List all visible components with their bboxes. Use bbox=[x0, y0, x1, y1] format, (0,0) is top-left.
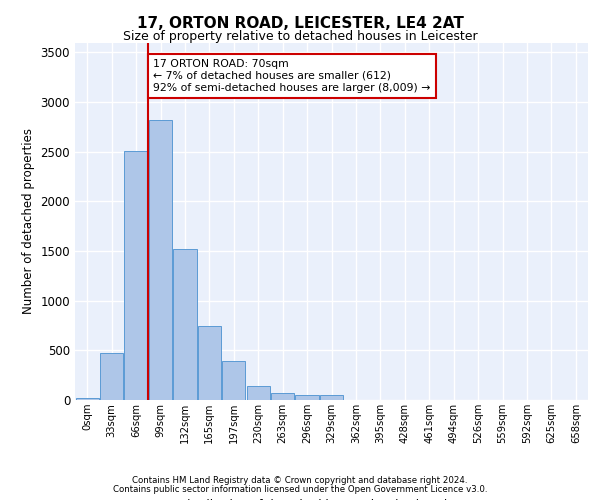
X-axis label: Distribution of detached houses by size in Leicester: Distribution of detached houses by size … bbox=[179, 498, 485, 500]
Text: 17 ORTON ROAD: 70sqm
← 7% of detached houses are smaller (612)
92% of semi-detac: 17 ORTON ROAD: 70sqm ← 7% of detached ho… bbox=[153, 60, 431, 92]
Text: 17, ORTON ROAD, LEICESTER, LE4 2AT: 17, ORTON ROAD, LEICESTER, LE4 2AT bbox=[137, 16, 463, 31]
Bar bbox=[173, 249, 197, 400]
Bar bbox=[149, 120, 172, 400]
Bar bbox=[222, 362, 245, 400]
Y-axis label: Number of detached properties: Number of detached properties bbox=[22, 128, 35, 314]
Bar bbox=[271, 392, 294, 400]
Bar bbox=[124, 150, 148, 400]
Bar bbox=[320, 394, 343, 400]
Text: Size of property relative to detached houses in Leicester: Size of property relative to detached ho… bbox=[122, 30, 478, 43]
Text: Contains HM Land Registry data © Crown copyright and database right 2024.: Contains HM Land Registry data © Crown c… bbox=[132, 476, 468, 485]
Bar bbox=[100, 354, 123, 400]
Bar bbox=[76, 398, 99, 400]
Bar bbox=[247, 386, 270, 400]
Bar bbox=[198, 326, 221, 400]
Text: Contains public sector information licensed under the Open Government Licence v3: Contains public sector information licen… bbox=[113, 484, 487, 494]
Bar bbox=[295, 394, 319, 400]
